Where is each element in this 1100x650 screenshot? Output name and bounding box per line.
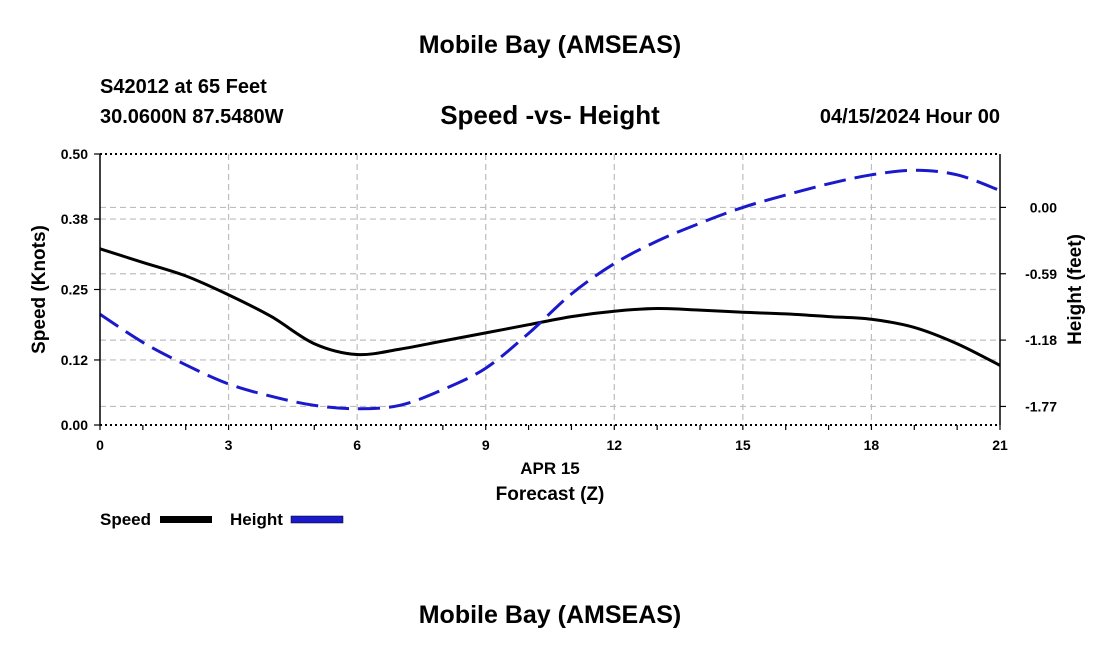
y-tick-label: 0.00 bbox=[61, 417, 88, 433]
y2-tick-label: 0.00 bbox=[1030, 199, 1057, 215]
series-line-height bbox=[99, 168, 1001, 411]
x-tick-label: 15 bbox=[735, 437, 751, 453]
legend-height-label: Height bbox=[230, 510, 283, 529]
y-tick-label: 0.38 bbox=[61, 211, 88, 227]
y-axis-title: Speed (Knots) bbox=[29, 225, 50, 354]
x-date-label: APR 15 bbox=[520, 459, 580, 478]
series-line-speed bbox=[99, 247, 1001, 367]
legend-height-swatch bbox=[290, 515, 344, 524]
grid-lines bbox=[100, 154, 1000, 425]
series-group bbox=[99, 168, 1001, 411]
y2-tick-label: -1.77 bbox=[1025, 398, 1057, 414]
y2-axis-title: Height (feet) bbox=[1065, 234, 1086, 345]
y-tick-label: 0.12 bbox=[61, 352, 88, 368]
x-tick-label: 6 bbox=[353, 437, 361, 453]
y2-tick-label: -0.59 bbox=[1025, 266, 1057, 282]
chart-subtitle: Speed -vs- Height bbox=[440, 100, 660, 130]
x-tick-label: 9 bbox=[482, 437, 490, 453]
x-tick-label: 18 bbox=[864, 437, 880, 453]
x-tick-label: 21 bbox=[992, 437, 1008, 453]
x-axis-title: Forecast (Z) bbox=[496, 484, 605, 505]
chart-main-title: Mobile Bay (AMSEAS) bbox=[418, 31, 682, 59]
legend-speed-label: Speed bbox=[100, 510, 152, 529]
x-tick-label: 12 bbox=[606, 437, 622, 453]
legend-speed-swatch bbox=[160, 516, 212, 523]
y2-tick-label: -1.18 bbox=[1025, 332, 1057, 348]
legend-marks bbox=[160, 515, 344, 524]
datetime-label: 04/15/2024 Hour 00 bbox=[819, 106, 1000, 128]
x-tick-label: 0 bbox=[96, 437, 104, 453]
tick-labels: 0 3 6 9 12 15 18 21 0.00 0.12 0.25 0.38 0.50 -1.77 -1.… bbox=[29, 146, 1086, 505]
y-tick-label: 0.50 bbox=[61, 146, 88, 162]
footer-title: Mobile Bay (AMSEAS) bbox=[418, 601, 682, 629]
x-tick-label: 3 bbox=[225, 437, 233, 453]
coordinates-label: 30.0600N 87.5480W bbox=[100, 106, 284, 128]
axes-group bbox=[94, 153, 1006, 430]
y-tick-label: 0.25 bbox=[61, 282, 88, 298]
station-label: S42012 at 65 Feet bbox=[100, 76, 267, 98]
